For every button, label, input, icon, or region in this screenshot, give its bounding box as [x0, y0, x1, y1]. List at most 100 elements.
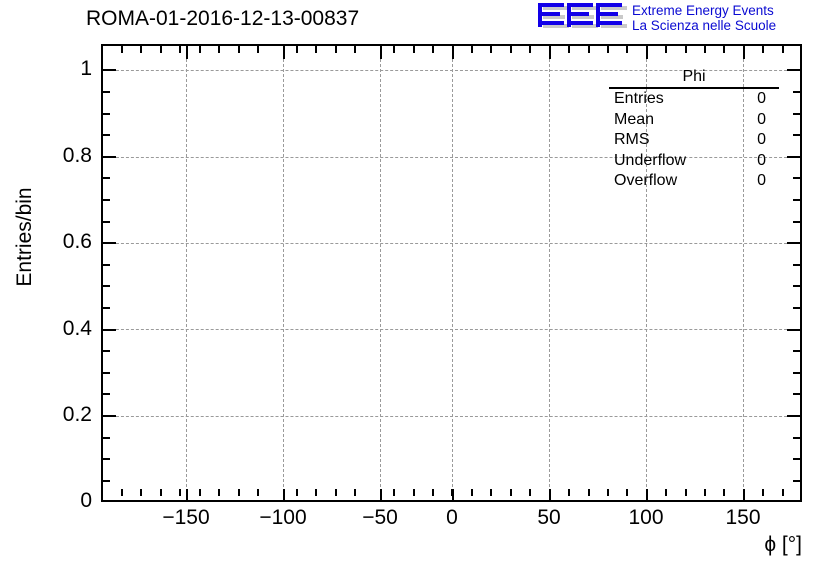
x-tick-minor-top [626, 46, 628, 53]
x-tick-major-top [549, 46, 551, 59]
y-tick-minor [103, 91, 110, 93]
y-tick-major-right [787, 69, 800, 71]
x-tick-minor-top [335, 46, 337, 53]
x-tick-minor [607, 489, 609, 496]
stats-value: 0 [757, 90, 766, 107]
x-tick-minor [529, 489, 531, 496]
x-tick-minor-top [413, 46, 415, 53]
x-tick-minor [704, 489, 706, 496]
x-tick-minor [238, 489, 240, 496]
y-tick-major-right [787, 415, 800, 417]
stats-row: RMS 0 [609, 130, 779, 151]
y-tick-minor [103, 199, 110, 201]
stats-value: 0 [757, 131, 766, 148]
y-axis-title: Entries/bin [13, 187, 36, 287]
y-tick-minor [103, 458, 110, 460]
y-tick-minor-right [793, 177, 800, 179]
stats-key: Mean [614, 110, 655, 128]
x-tick-minor-top [238, 46, 240, 53]
x-tick-label: −50 [362, 506, 398, 529]
x-tick-minor-top [588, 46, 590, 53]
y-tick-minor [103, 393, 110, 395]
x-tick-minor [471, 489, 473, 496]
page-title: ROMA-01-2016-12-13-00837 [86, 7, 360, 30]
x-tick-minor-top [704, 46, 706, 53]
x-tick-minor-top [529, 46, 531, 53]
y-tick-minor-right [793, 91, 800, 93]
y-tick-major [103, 415, 116, 417]
x-tick-major [549, 489, 551, 502]
x-axis-title: ϕ [°] [764, 533, 802, 556]
y-tick-minor [103, 113, 110, 115]
x-tick-minor [665, 489, 667, 496]
y-tick-minor [103, 221, 110, 223]
y-tick-minor [103, 480, 110, 482]
x-tick-minor-top [568, 46, 570, 53]
y-tick-major [103, 500, 116, 502]
x-tick-minor-top [665, 46, 667, 53]
stats-row: Entries 0 [609, 89, 779, 110]
x-tick-minor-top [354, 46, 356, 53]
x-tick-minor [432, 489, 434, 496]
x-tick-major-top [283, 46, 285, 59]
x-tick-minor-top [432, 46, 434, 53]
y-tick-minor [103, 177, 110, 179]
x-tick-minor-top [607, 46, 609, 53]
x-tick-minor [626, 489, 628, 496]
x-tick-major-top [186, 46, 188, 59]
stats-key: Overflow [614, 172, 678, 189]
x-tick-label: 50 [537, 506, 561, 529]
x-tick-minor [782, 489, 784, 496]
stats-row: Overflow 0 [609, 171, 779, 192]
y-tick-minor [103, 307, 110, 309]
x-tick-minor [257, 489, 259, 496]
y-tick-minor-right [793, 285, 800, 287]
x-tick-minor-top [782, 46, 784, 53]
x-tick-minor [296, 489, 298, 496]
y-tick-label: 0.4 [62, 317, 92, 340]
x-tick-minor [315, 489, 317, 496]
y-tick-minor [103, 350, 110, 352]
y-tick-minor-right [793, 199, 800, 201]
x-tick-major [380, 489, 382, 502]
y-tick-label: 0.6 [62, 230, 92, 253]
y-tick-minor [103, 134, 110, 136]
y-tick-minor [103, 285, 110, 287]
eee-tagline-line1: Extreme Energy Events [632, 3, 774, 18]
y-tick-minor [103, 264, 110, 266]
x-tick-minor-top [179, 46, 181, 53]
stats-box-title: Phi [682, 68, 706, 85]
x-tick-minor [762, 489, 764, 496]
x-tick-minor [393, 489, 395, 496]
y-tick-minor [103, 372, 110, 374]
y-tick-minor-right [793, 437, 800, 439]
x-tick-major-top [380, 46, 382, 59]
y-tick-minor-right [793, 113, 800, 115]
x-tick-minor-top [471, 46, 473, 53]
y-tick-minor-right [793, 307, 800, 309]
x-tick-minor-top [218, 46, 220, 53]
x-tick-major-top [452, 46, 454, 59]
x-tick-minor [121, 489, 123, 496]
stats-key: RMS [614, 131, 650, 148]
x-tick-minor [588, 489, 590, 496]
y-tick-major-right [787, 329, 800, 331]
stats-value: 0 [757, 151, 766, 169]
x-tick-minor [179, 489, 181, 496]
x-tick-minor [160, 489, 162, 496]
x-tick-minor [354, 489, 356, 496]
y-tick-major-right [787, 156, 800, 158]
y-tick-label: 1 [80, 57, 92, 80]
stats-key: Entries [614, 90, 664, 107]
stats-value: 0 [757, 172, 766, 189]
x-tick-minor-top [762, 46, 764, 53]
y-tick-label: 0.8 [62, 144, 92, 167]
x-tick-minor [685, 489, 687, 496]
x-tick-minor [199, 489, 201, 496]
x-tick-minor [723, 489, 725, 496]
stats-key: Underflow [614, 151, 687, 169]
x-tick-minor [218, 489, 220, 496]
x-tick-label: −150 [162, 506, 210, 529]
x-tick-major [186, 489, 188, 502]
